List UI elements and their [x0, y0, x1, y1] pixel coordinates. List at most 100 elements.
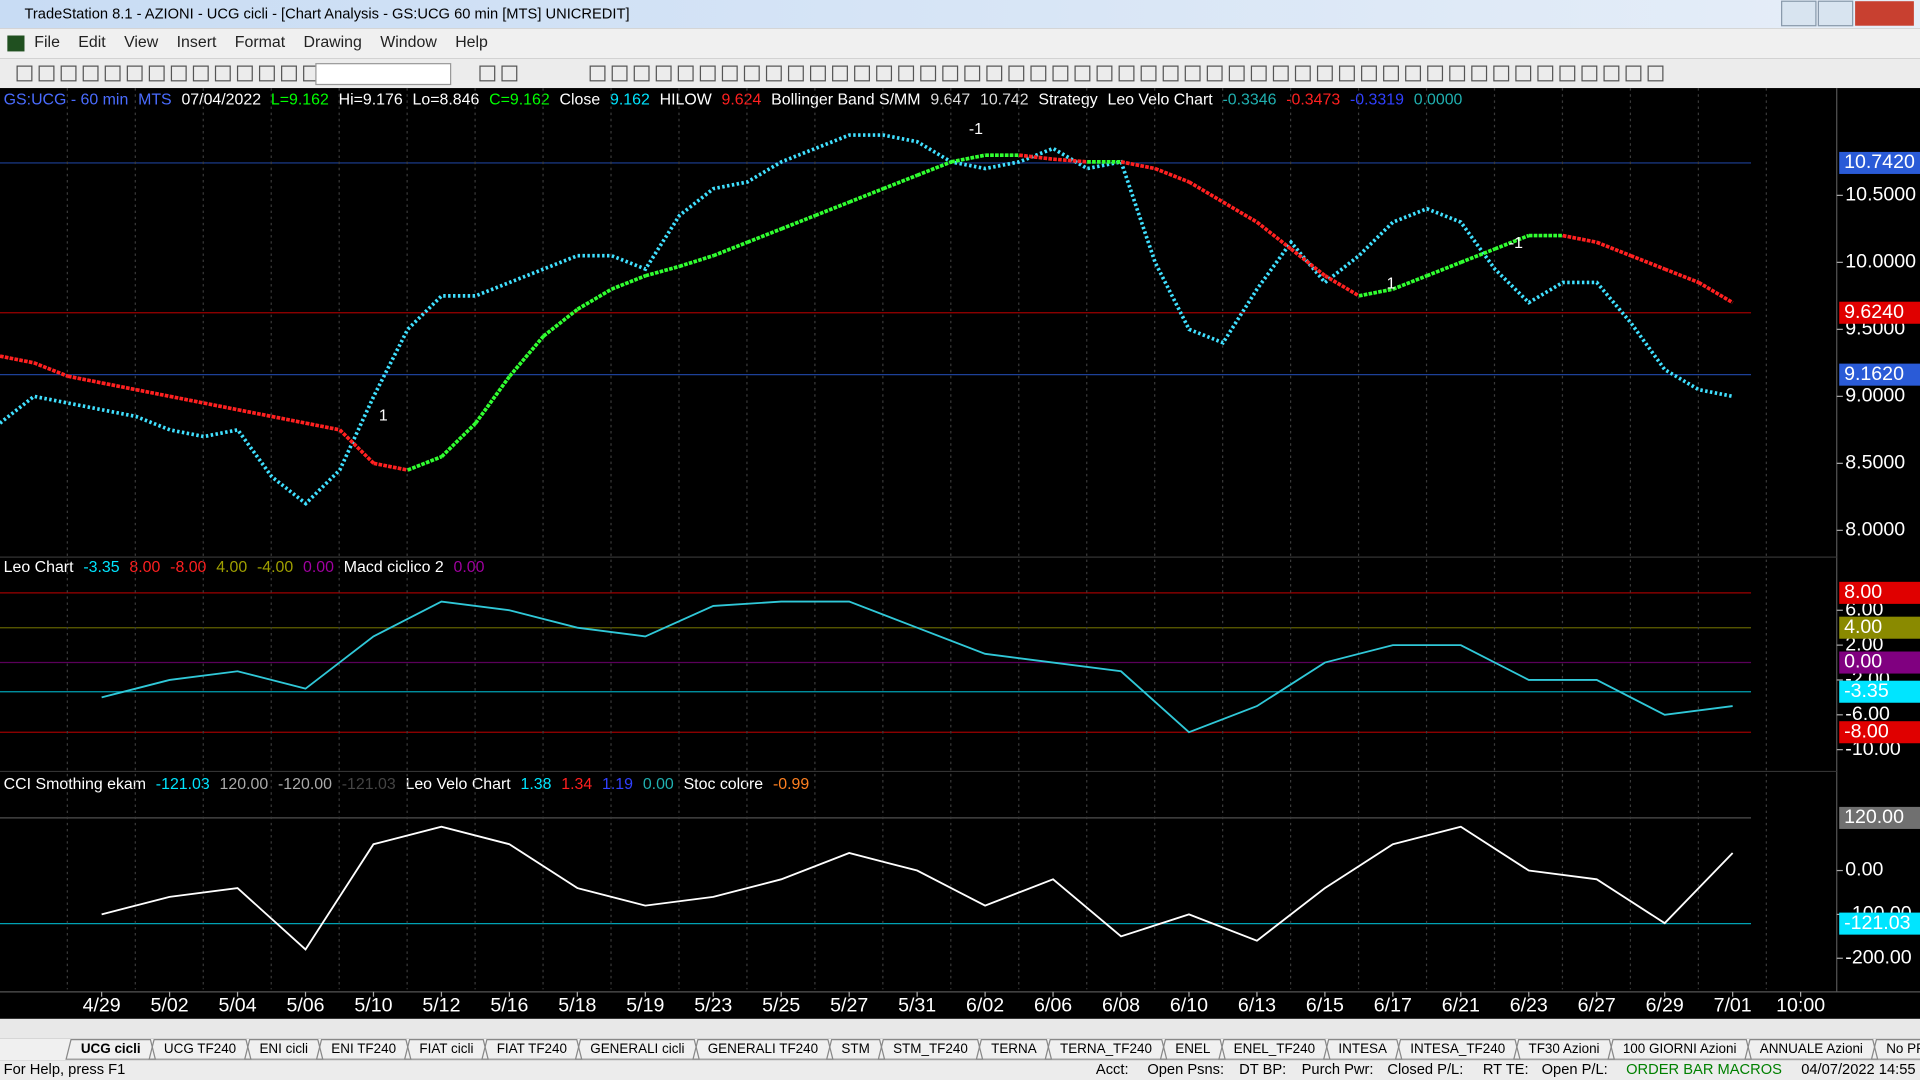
tool-icon[interactable] [281, 65, 297, 82]
tool-icon[interactable] [1383, 65, 1399, 82]
scroll-bar[interactable] [0, 1018, 1920, 1039]
tool-icon[interactable] [1471, 65, 1488, 82]
tool-icon[interactable] [1405, 65, 1422, 82]
tool-icon[interactable] [16, 65, 33, 82]
menu-item[interactable]: Help [455, 34, 488, 51]
tab[interactable]: UCG TF240 [164, 1041, 236, 1056]
menu-item[interactable]: Format [235, 34, 286, 51]
tab[interactable]: INTESA [1338, 1041, 1387, 1056]
tab[interactable]: ENEL_TF240 [1234, 1041, 1316, 1056]
tool-icon[interactable] [1008, 65, 1025, 82]
tab[interactable]: No PREZZI 3 [1886, 1041, 1920, 1056]
menu-item[interactable]: Drawing [304, 34, 362, 51]
tool-icon[interactable] [677, 65, 694, 82]
tool-icon[interactable] [898, 65, 915, 82]
tool-icon[interactable] [1140, 65, 1157, 82]
tool-icon[interactable] [1074, 65, 1091, 82]
tool-icon[interactable] [236, 65, 253, 82]
tool-icon[interactable] [589, 65, 606, 82]
tool-icon[interactable] [1427, 65, 1444, 82]
tool-icon[interactable] [1184, 65, 1201, 82]
tab[interactable]: GENERALI TF240 [708, 1041, 818, 1056]
average-segment [338, 428, 375, 465]
tool-icon[interactable] [1338, 65, 1355, 82]
tool-icon[interactable] [1316, 65, 1333, 82]
tool-icon[interactable] [1361, 65, 1377, 82]
tab[interactable]: FIAT cicli [419, 1041, 473, 1056]
menu-item[interactable]: View [124, 34, 159, 51]
tool-icon[interactable] [126, 65, 143, 82]
tool-icon[interactable] [1647, 65, 1664, 82]
tool-icon[interactable] [854, 65, 870, 82]
tool-icon[interactable] [1272, 65, 1289, 82]
tab[interactable]: TF30 Azioni [1529, 1041, 1600, 1056]
tool-icon[interactable] [1030, 65, 1047, 82]
tab[interactable]: STM [841, 1041, 869, 1056]
tool-icon[interactable] [920, 65, 937, 82]
tool-icon[interactable] [942, 65, 959, 82]
tab[interactable]: UCG cicli [81, 1041, 141, 1056]
menu-item[interactable]: Window [380, 34, 437, 51]
menu-item[interactable]: Insert [177, 34, 217, 51]
tool-icon[interactable] [82, 65, 99, 82]
header-item: 9.162 [610, 92, 650, 109]
tool-icon[interactable] [192, 65, 209, 82]
tool-icon[interactable] [1294, 65, 1311, 82]
tool-icon[interactable] [986, 65, 1003, 82]
maximize-button[interactable] [1817, 0, 1854, 27]
tool-icon[interactable] [1162, 65, 1179, 82]
tool-icon[interactable] [258, 65, 275, 82]
tab[interactable]: STM_TF240 [893, 1041, 968, 1056]
tool-icon[interactable] [876, 65, 893, 82]
tool-icon[interactable] [1096, 65, 1113, 82]
tool-icon[interactable] [743, 65, 760, 82]
tab[interactable]: ENI cicli [259, 1041, 308, 1056]
x-tick-label: 6/21 [1442, 995, 1480, 1017]
tool-icon[interactable] [1206, 65, 1223, 82]
tool-icon[interactable] [38, 65, 55, 82]
tool-icon[interactable] [1449, 65, 1466, 82]
tool-icon[interactable] [501, 65, 518, 82]
tool-icon[interactable] [1493, 65, 1510, 82]
tab[interactable]: INTESA_TF240 [1410, 1041, 1505, 1056]
tool-icon[interactable] [633, 65, 650, 82]
tool-icon[interactable] [721, 65, 738, 82]
tool-icon[interactable] [60, 65, 77, 82]
tool-icon[interactable] [1118, 65, 1135, 82]
tool-icon[interactable] [810, 65, 826, 82]
tab[interactable]: ENEL [1175, 1041, 1211, 1056]
tool-icon[interactable] [1625, 65, 1642, 82]
tab[interactable]: ANNUALE Azioni [1760, 1041, 1863, 1056]
tool-icon[interactable] [148, 65, 165, 82]
tool-icon[interactable] [765, 65, 782, 82]
tab[interactable]: TERNA [991, 1041, 1037, 1056]
minimize-button[interactable] [1781, 0, 1817, 27]
tool-icon[interactable] [655, 65, 672, 82]
close-button[interactable] [1855, 1, 1914, 26]
menu-item[interactable]: File [34, 34, 60, 51]
tool-icon[interactable] [964, 65, 981, 82]
tool-icon[interactable] [479, 65, 496, 82]
tool-icon[interactable] [104, 65, 121, 82]
tool-icon[interactable] [699, 65, 716, 82]
tool-icon[interactable] [1052, 65, 1069, 82]
tool-icon[interactable] [214, 65, 231, 82]
tool-icon[interactable] [1515, 65, 1532, 82]
tool-icon[interactable] [1603, 65, 1620, 82]
tab[interactable]: 100 GIORNI Azioni [1623, 1041, 1737, 1056]
tool-icon[interactable] [1581, 65, 1598, 82]
tool-icon[interactable] [787, 65, 804, 82]
tool-icon[interactable] [832, 65, 848, 82]
menu-item[interactable]: Edit [78, 34, 106, 51]
tab[interactable]: TERNA_TF240 [1060, 1041, 1152, 1056]
tool-icon[interactable] [170, 65, 187, 82]
tab[interactable]: ENI TF240 [331, 1041, 396, 1056]
tool-icon[interactable] [1559, 65, 1576, 82]
tool-icon[interactable] [611, 65, 628, 82]
symbol-box[interactable] [315, 63, 452, 86]
tab[interactable]: FIAT TF240 [497, 1041, 567, 1056]
tab[interactable]: GENERALI cicli [590, 1041, 684, 1056]
tool-icon[interactable] [1537, 65, 1554, 82]
tool-icon[interactable] [1228, 65, 1245, 82]
tool-icon[interactable] [1250, 65, 1267, 82]
